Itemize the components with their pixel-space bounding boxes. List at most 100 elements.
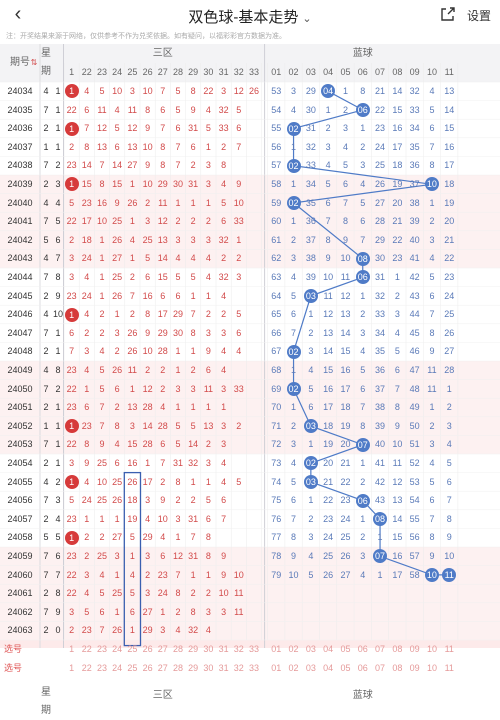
issue-number: 24047 [7,327,33,338]
pick-blue-number[interactable]: 04 [323,644,334,654]
pick-blue-number[interactable]: 09 [409,644,420,654]
red-miss-value: 2 [160,476,166,487]
blue-miss-value: 4 [291,272,297,282]
settings-button[interactable]: 设置 [467,9,492,23]
pick-red-number[interactable]: 33 [248,662,259,673]
pick-red-number[interactable]: 31 [218,662,229,673]
pick-red-number[interactable]: 31 [218,644,229,654]
pick-red-number[interactable]: 27 [157,662,168,673]
pick-red-number[interactable]: 23 [96,644,107,654]
pick-red-number[interactable]: 1 [69,662,75,673]
pick-blue-number[interactable]: 02 [288,644,299,654]
blue-miss-value: 7 [394,383,400,394]
pick-red-number[interactable]: 28 [172,662,183,673]
pick-blue-number[interactable]: 08 [392,662,403,673]
blue-miss-value: 3 [342,123,348,134]
pick-red-number[interactable]: 33 [248,644,259,654]
qi-value: 3 [55,495,61,506]
pick-red-number[interactable]: 25 [127,644,138,654]
pick-blue-number[interactable]: 06 [357,644,368,654]
pick-red-number[interactable]: 1 [69,644,75,654]
pick-row-label[interactable]: 选号 [4,644,23,654]
blue-miss-value: 3 [308,346,314,357]
pick-red-number[interactable]: 24 [112,662,123,673]
pick-row-label[interactable]: 选号 [4,662,23,673]
pick-blue-number[interactable]: 01 [271,644,282,654]
pick-blue-number[interactable]: 01 [271,662,282,673]
pick-red-number[interactable]: 23 [96,662,107,673]
red-miss-value: 8 [84,439,90,450]
pick-red-number[interactable]: 32 [233,662,244,673]
pick-red-number[interactable]: 26 [142,662,153,673]
pick-red-number[interactable]: 27 [157,644,168,654]
blue-miss-value: 11 [427,365,437,375]
pick-red-number[interactable]: 29 [188,644,199,654]
issue-number: 24057 [7,513,33,524]
blue-miss-value: 5 [291,290,297,301]
issue-number: 24046 [7,309,33,320]
pick-red-number[interactable]: 32 [233,644,244,654]
blue-miss-value: 4 [429,86,435,96]
footer-qi-header: 期 [41,705,51,717]
page-title[interactable]: 双色球-基本走势 ⌄ [0,6,500,27]
red-miss-value: 29 [142,625,153,636]
pick-blue-number[interactable]: 05 [340,662,351,673]
red-miss-value: 19 [127,513,138,524]
qi-value: 5 [55,216,61,227]
pick-blue-number[interactable]: 08 [392,644,403,654]
red-miss-value: 3 [84,346,90,357]
red-miss-value: 2 [69,234,75,245]
pick-blue-number[interactable]: 11 [444,662,454,673]
pick-blue-number[interactable]: 04 [323,662,334,673]
pick-blue-number[interactable]: 11 [444,644,454,654]
blue-column-header: 09 [409,67,420,77]
red-miss-value: 3 [175,513,181,524]
red-miss-value: 2 [145,365,151,375]
red-miss-value: 6 [175,290,181,301]
issue-header[interactable]: 期号 [10,57,30,68]
red-miss-value: 9 [145,327,151,338]
chevron-left-icon[interactable]: ‹ [14,3,22,25]
pick-red-number[interactable]: 28 [172,644,183,654]
pick-red-number[interactable]: 25 [127,662,138,673]
qi-value: 1 [55,123,61,134]
pick-red-number[interactable]: 22 [81,644,92,654]
pick-blue-number[interactable]: 02 [288,662,299,673]
blue-miss-value: 9 [429,346,435,357]
red-miss-value: 6 [236,123,242,134]
qi-value: 9 [55,606,61,617]
pick-blue-number[interactable]: 07 [375,644,386,654]
pick-blue-number[interactable]: 10 [426,644,437,654]
red-miss-value: 26 [112,290,123,301]
blue-miss-value: 19 [392,179,403,189]
red-miss-value: 31 [172,458,183,468]
pick-red-number[interactable]: 24 [112,644,123,654]
pick-blue-number[interactable]: 06 [357,662,368,673]
red-miss-value: 1 [205,402,211,413]
red-miss-value: 2 [114,402,120,413]
pick-blue-number[interactable]: 03 [305,644,316,654]
red-miss-value: 18 [127,495,138,506]
red-miss-value: 8 [190,606,196,617]
pick-red-number[interactable]: 30 [203,644,214,654]
pick-blue-number[interactable]: 03 [305,662,316,673]
blue-miss-value: 17 [392,569,403,580]
blue-miss-value: 1 [377,569,383,580]
pick-red-number[interactable]: 30 [203,662,214,673]
pick-red-number[interactable]: 29 [188,662,199,673]
red-miss-value: 12 [172,551,183,561]
blue-miss-value: 23 [444,272,455,282]
pick-red-number[interactable]: 26 [142,644,153,654]
pick-red-number[interactable]: 22 [81,662,92,673]
red-miss-value: 2 [205,588,211,599]
pick-blue-number[interactable]: 05 [340,644,351,654]
red-miss-value: 11 [127,104,138,115]
sort-icon[interactable]: ⇅ [30,58,38,67]
blue-miss-value: 3 [429,439,435,450]
pick-blue-number[interactable]: 10 [426,662,437,673]
share-icon[interactable] [440,6,456,22]
pick-blue-number[interactable]: 09 [409,662,420,673]
pick-blue-number[interactable]: 07 [375,662,386,673]
qi-value: 2 [55,160,61,171]
issue-number: 24061 [7,588,33,599]
